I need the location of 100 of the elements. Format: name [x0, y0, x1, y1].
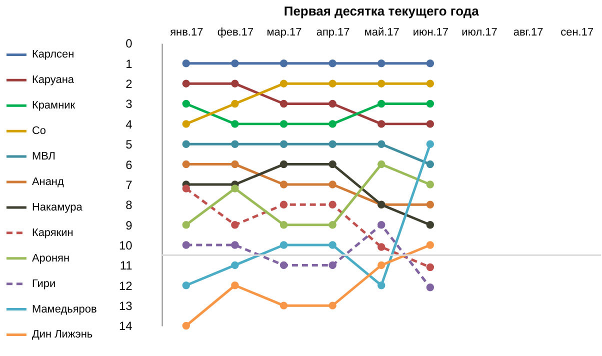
point	[280, 60, 288, 68]
y-tick-label: 12	[118, 278, 133, 293]
y-tick-label: 11	[120, 258, 133, 273]
point	[426, 180, 434, 188]
legend-label: Крамник	[32, 100, 76, 112]
point	[231, 60, 239, 68]
point	[426, 160, 434, 168]
point	[328, 80, 336, 88]
point	[182, 60, 190, 68]
point	[378, 220, 386, 229]
chart-title: Первая десятка текущего года	[284, 3, 480, 18]
point	[328, 220, 336, 229]
point	[328, 140, 336, 148]
y-tick-label: 9	[126, 218, 133, 232]
legend-label: Карлсен	[32, 48, 74, 61]
y-tick-label: 5	[126, 138, 133, 152]
point	[280, 80, 288, 88]
y-tick-label: 2	[126, 77, 133, 92]
point	[328, 120, 336, 128]
legend-label: Ананд	[32, 176, 64, 188]
legend-label: Мамедьяров	[32, 303, 97, 316]
point	[182, 120, 190, 128]
y-tick-label: 0	[126, 36, 133, 51]
legend-label: Гири	[32, 278, 56, 290]
point	[378, 100, 386, 108]
x-tick-label: сен.17	[560, 26, 594, 39]
point	[280, 302, 288, 310]
point	[426, 200, 434, 209]
point	[231, 140, 239, 148]
point	[426, 140, 434, 148]
point	[182, 184, 190, 192]
point	[280, 220, 288, 229]
point	[328, 241, 336, 249]
x-tick-label: июл.17	[462, 26, 498, 39]
point	[280, 100, 288, 108]
point	[328, 261, 336, 270]
legend-label: МВЛ	[32, 150, 56, 163]
point	[182, 220, 190, 229]
point	[328, 60, 336, 68]
point	[182, 160, 190, 168]
point	[231, 160, 239, 168]
point	[231, 184, 239, 192]
point	[328, 200, 336, 209]
point	[426, 100, 434, 108]
x-tick-label: фев.17	[217, 26, 254, 39]
x-tick-label: мар.17	[266, 26, 302, 39]
point	[280, 200, 288, 209]
point	[231, 220, 239, 229]
point	[378, 120, 386, 128]
point	[182, 100, 190, 108]
point	[378, 243, 386, 251]
x-tick-label: янв.17	[170, 26, 204, 39]
legend-label: Каруана	[32, 74, 75, 86]
point	[231, 282, 239, 290]
point	[328, 160, 336, 168]
point	[426, 60, 434, 68]
y-tick-label: 1	[126, 56, 133, 71]
point	[182, 322, 190, 330]
x-tick-label: июн.17	[412, 26, 449, 39]
y-tick-label: 10	[118, 238, 133, 253]
point	[182, 80, 190, 88]
point	[231, 120, 239, 128]
point	[378, 60, 386, 68]
point	[231, 80, 239, 88]
legend-label: Накамура	[32, 201, 84, 214]
x-tick-label: апр.17	[316, 26, 350, 39]
point	[426, 284, 434, 292]
legend-label: Дин Лижэнь	[32, 328, 93, 341]
point	[280, 140, 288, 148]
y-tick-label: 3	[126, 97, 133, 112]
x-tick-label: авг.17	[513, 26, 544, 39]
legend-label: Аронян	[32, 252, 70, 264]
point	[426, 220, 434, 229]
y-tick-label: 6	[126, 158, 133, 172]
y-tick-label: 8	[126, 198, 133, 212]
point	[328, 100, 336, 108]
y-tick-label: 13	[118, 299, 133, 314]
point	[280, 160, 288, 168]
point	[328, 180, 336, 188]
point	[280, 241, 288, 249]
point	[231, 241, 239, 249]
point	[182, 140, 190, 148]
point	[280, 261, 288, 270]
y-tick-label: 4	[126, 117, 133, 132]
point	[378, 160, 386, 168]
point	[426, 241, 434, 249]
point	[182, 241, 190, 249]
point	[378, 80, 386, 88]
y-tick-label: 14	[118, 319, 133, 334]
point	[426, 263, 434, 272]
point	[426, 80, 434, 88]
point	[378, 261, 386, 270]
point	[378, 282, 386, 290]
point	[280, 180, 288, 188]
point	[231, 261, 239, 270]
point	[182, 282, 190, 290]
point	[280, 120, 288, 128]
x-tick-label: май.17	[364, 26, 400, 39]
legend-label: Со	[32, 125, 46, 138]
legend-label: Карякин	[32, 226, 74, 239]
